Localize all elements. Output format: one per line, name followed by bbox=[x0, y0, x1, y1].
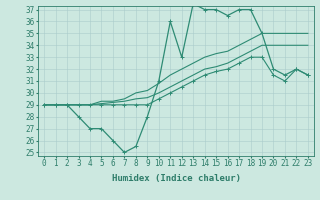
X-axis label: Humidex (Indice chaleur): Humidex (Indice chaleur) bbox=[111, 174, 241, 183]
